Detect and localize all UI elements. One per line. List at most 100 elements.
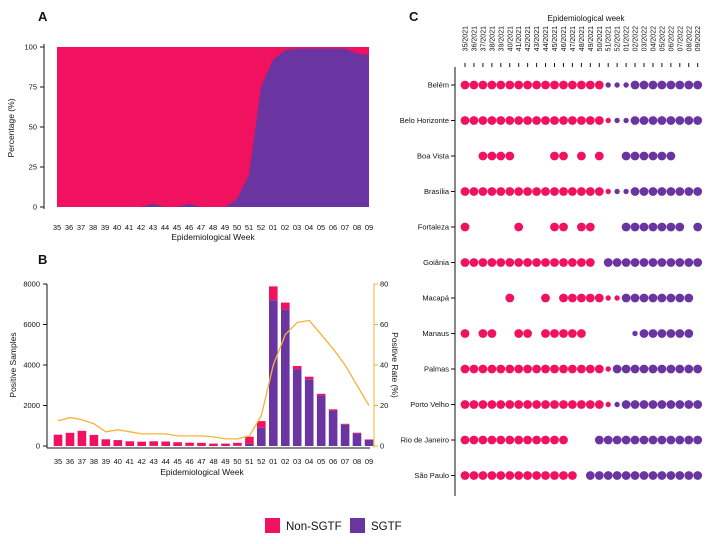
dot-8-41/2021 — [514, 364, 524, 374]
dot-9-44/2021 — [541, 400, 550, 409]
tick-label-b-x-36: 36 — [66, 457, 74, 466]
dot-6-03/2022 — [639, 293, 649, 303]
city-label-9: Porto Velho — [410, 400, 449, 409]
tick-label-a-x-03: 03 — [293, 223, 301, 232]
tick-label-a-x-52: 52 — [257, 223, 265, 232]
dot-3-05/2022 — [657, 187, 667, 196]
dot-0-52/2021 — [614, 82, 620, 88]
dot-6-48/2021 — [577, 293, 586, 303]
tick-label-a-x-04: 04 — [305, 223, 313, 232]
dot-5-35/2021 — [460, 258, 470, 267]
tick-label-a-x-39: 39 — [101, 223, 109, 232]
dot-1-06/2022 — [666, 116, 676, 125]
dot-11-04/2022 — [648, 471, 658, 480]
dot-3-50/2021 — [594, 187, 604, 196]
dot-11-08/2022 — [684, 471, 694, 480]
dot-0-48/2021 — [577, 80, 586, 90]
dot-7-07/2022 — [675, 329, 685, 338]
dot-5-37/2021 — [478, 258, 488, 267]
bar-non-sgtf-44 — [161, 441, 170, 446]
dot-9-42/2021 — [523, 400, 532, 409]
bar-non-sgtf-43 — [149, 441, 158, 446]
dot-9-09/2022 — [693, 400, 703, 409]
dot-11-45/2021 — [550, 471, 559, 480]
tick-label-b-y2-0: 0 — [380, 442, 384, 451]
dot-5-48/2021 — [577, 258, 586, 267]
dot-6-49/2021 — [585, 293, 595, 303]
dot-9-04/2022 — [648, 400, 658, 409]
dot-6-44/2021 — [541, 293, 550, 303]
tick-label-a-y-0: 0 — [33, 203, 37, 212]
tick-label-b-x-07: 07 — [341, 457, 349, 466]
dot-6-07/2022 — [675, 293, 685, 303]
dot-0-06/2022 — [666, 80, 676, 90]
tick-label-c-x-50/2021: 50/2021 — [597, 26, 604, 51]
dot-3-35/2021 — [460, 187, 470, 196]
dot-8-51/2021 — [605, 366, 611, 372]
tick-label-b-x-06: 06 — [329, 457, 337, 466]
dot-1-02/2022 — [630, 116, 640, 125]
dot-11-43/2021 — [532, 471, 541, 480]
dot-6-40/2021 — [505, 293, 515, 303]
tick-label-b-x-01: 01 — [269, 457, 277, 466]
tick-label-a-x-38: 38 — [89, 223, 97, 232]
y-axis-label-b: Positive Samples — [8, 332, 18, 397]
dot-4-02/2022 — [630, 222, 640, 232]
bar-non-sgtf-49 — [221, 443, 230, 446]
dot-0-38/2021 — [487, 80, 497, 90]
dot-8-50/2021 — [594, 364, 604, 374]
tick-label-c-x-08/2022: 08/2022 — [686, 26, 693, 51]
tick-label-a-x-40: 40 — [113, 223, 121, 232]
bar-sgtf-52 — [257, 427, 266, 446]
tick-label-a-x-44: 44 — [161, 223, 169, 232]
city-label-8: Palmas — [424, 365, 449, 374]
dot-3-47/2021 — [568, 187, 577, 196]
dot-2-50/2021 — [594, 151, 604, 161]
bar-sgtf-08 — [352, 433, 362, 446]
dot-3-08/2022 — [684, 187, 694, 196]
dot-11-46/2021 — [559, 471, 568, 480]
legend-swatch-sgtf — [350, 518, 365, 533]
bar-sgtf-05 — [316, 395, 326, 446]
dot-9-45/2021 — [550, 400, 559, 409]
dot-1-47/2021 — [568, 116, 577, 125]
tick-label-b-x-35: 35 — [54, 457, 62, 466]
dot-3-01/2022 — [623, 188, 629, 195]
dot-4-45/2021 — [550, 222, 559, 232]
tick-label-b-x-38: 38 — [90, 457, 98, 466]
tick-label-c-x-37/2021: 37/2021 — [480, 26, 487, 51]
dot-1-39/2021 — [496, 116, 506, 125]
y-axis-label-a: Percentage (%) — [6, 98, 16, 157]
dot-11-09/2022 — [693, 471, 703, 480]
dot-3-38/2021 — [487, 187, 497, 196]
tick-label-c-x-40/2021: 40/2021 — [507, 26, 514, 51]
y2-axis-label-b: Positive Rate (%) — [390, 332, 400, 398]
tick-label-b-y2-80: 80 — [380, 280, 388, 289]
dot-9-41/2021 — [514, 400, 524, 409]
dot-10-01/2022 — [621, 435, 631, 445]
dot-9-06/2022 — [666, 400, 676, 409]
tick-label-c-x-45/2021: 45/2021 — [552, 26, 559, 51]
dot-5-49/2021 — [585, 258, 595, 267]
dot-9-51/2021 — [605, 401, 611, 408]
city-label-3: Brasília — [424, 187, 450, 196]
dot-9-38/2021 — [487, 400, 497, 409]
tick-label-b-x-37: 37 — [78, 457, 86, 466]
dot-8-42/2021 — [523, 364, 532, 374]
dot-11-07/2022 — [675, 471, 685, 480]
tick-label-a-x-37: 37 — [77, 223, 85, 232]
tick-label-a-x-07: 07 — [341, 223, 349, 232]
dot-3-39/2021 — [496, 187, 506, 196]
dot-10-04/2022 — [648, 435, 658, 445]
dot-5-06/2022 — [666, 258, 676, 267]
tick-label-a-x-36: 36 — [65, 223, 73, 232]
dot-9-47/2021 — [568, 400, 577, 409]
dot-8-09/2022 — [693, 364, 703, 374]
dot-8-03/2022 — [639, 364, 649, 374]
dot-11-36/2021 — [469, 471, 479, 480]
dot-1-41/2021 — [514, 116, 524, 125]
bar-sgtf-06 — [328, 410, 338, 446]
dot-5-07/2022 — [675, 258, 685, 267]
tick-label-c-x-05/2022: 05/2022 — [659, 26, 666, 51]
dot-10-52/2021 — [612, 435, 622, 445]
